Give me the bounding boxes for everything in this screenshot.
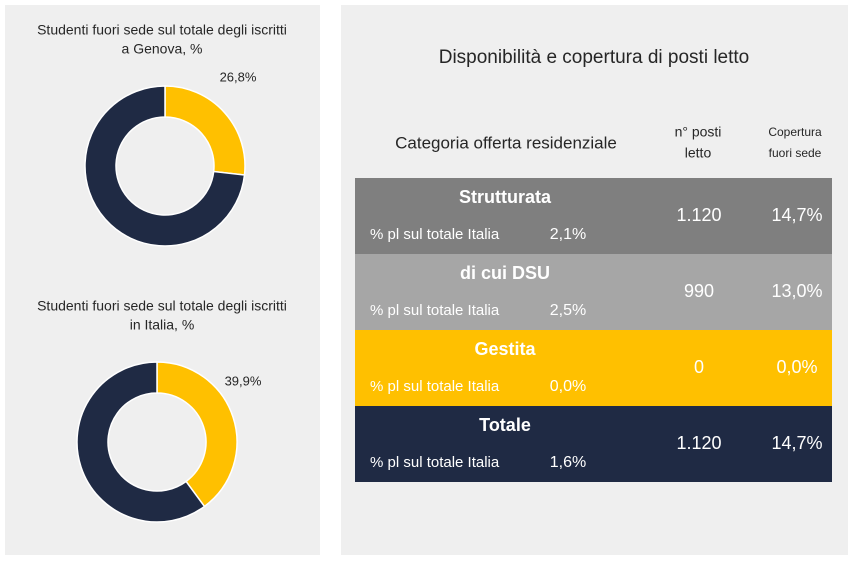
chart-title: Studenti fuori sede sul totale degli isc…: [37, 22, 287, 38]
row-beds: 1.120: [676, 433, 721, 453]
column-header: n° posti: [675, 124, 722, 140]
row-name: Strutturata: [459, 187, 552, 207]
row-beds: 990: [684, 281, 714, 301]
row-name: Totale: [479, 415, 531, 435]
row-coverage: 14,7%: [771, 205, 822, 225]
row-pct: 2,5%: [550, 302, 586, 319]
row-coverage: 13,0%: [771, 281, 822, 301]
donut-segment: [76, 361, 206, 523]
chart-title: a Genova, %: [122, 41, 203, 57]
table-row: [355, 254, 832, 330]
row-sub: % pl sul totale Italia: [370, 454, 500, 471]
chart-title: Studenti fuori sede sul totale degli isc…: [37, 298, 287, 314]
row-pct: 2,1%: [550, 226, 586, 243]
row-coverage: 0,0%: [776, 357, 817, 377]
table-row: [355, 330, 832, 406]
column-header: Copertura: [768, 125, 822, 139]
row-beds: 1.120: [676, 205, 721, 225]
row-sub: % pl sul totale Italia: [370, 226, 500, 243]
donut-segment: [84, 85, 246, 247]
row-name: di cui DSU: [460, 263, 550, 283]
table-row: [355, 178, 832, 254]
row-pct: 0,0%: [550, 378, 586, 395]
donut-segment: [156, 361, 238, 508]
row-sub: % pl sul totale Italia: [370, 378, 500, 395]
column-header: Categoria offerta residenziale: [395, 133, 617, 152]
data-label: 26,8%: [220, 69, 257, 84]
column-header: fuori sede: [769, 146, 822, 160]
chart-title: in Italia, %: [130, 317, 195, 333]
row-coverage: 14,7%: [771, 433, 822, 453]
row-pct: 1,6%: [550, 454, 586, 471]
data-label: 39,9%: [225, 373, 262, 388]
row-sub: % pl sul totale Italia: [370, 302, 500, 319]
row-name: Gestita: [474, 339, 536, 359]
table-title: Disponibilità e copertura di posti letto: [439, 47, 750, 68]
row-beds: 0: [694, 357, 704, 377]
table-row: [355, 406, 832, 482]
column-header: letto: [685, 145, 712, 161]
